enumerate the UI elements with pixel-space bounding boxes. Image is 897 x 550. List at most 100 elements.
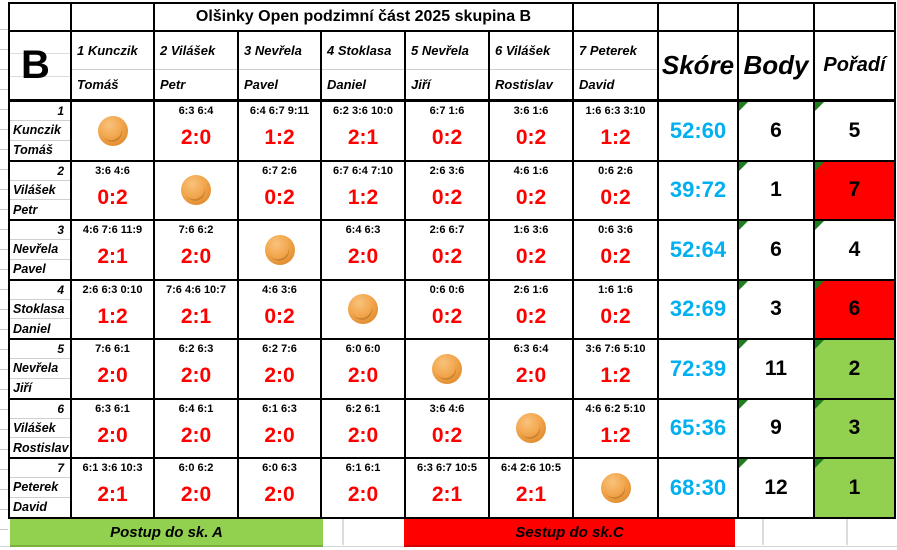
rank-cell[interactable]: 4 <box>815 221 896 281</box>
self-match-cell[interactable] <box>322 280 406 340</box>
match-cell[interactable]: 0:6 3:6 0:2 <box>574 221 659 281</box>
match-cell[interactable]: 6:2 3:6 10:0 2:1 <box>322 102 406 162</box>
match-cell[interactable]: 6:2 6:1 2:0 <box>322 399 406 459</box>
title-row-empty-cell[interactable] <box>10 4 72 32</box>
column-header-player-5[interactable]: 5 Nevřela Jiří <box>406 32 490 102</box>
match-cell[interactable]: 7:6 6:1 2:0 <box>72 340 155 400</box>
title-row-empty-cell[interactable] <box>815 4 896 32</box>
points-cell[interactable]: 1 <box>739 161 815 221</box>
match-cell[interactable]: 6:3 6:1 2:0 <box>72 399 155 459</box>
match-cell[interactable]: 1:6 3:6 0:2 <box>490 221 574 281</box>
match-cell[interactable]: 6:3 6:4 2:0 <box>490 340 574 400</box>
rank-cell[interactable]: 2 <box>815 340 896 400</box>
match-cell[interactable]: 0:6 2:6 0:2 <box>574 161 659 221</box>
title-row-empty-cell[interactable] <box>739 4 815 32</box>
row-header-player-1[interactable]: 1 Kunczik Tomáš <box>10 102 72 162</box>
match-cell[interactable]: 6:3 6:4 2:0 <box>155 102 239 162</box>
match-cell[interactable]: 6:1 3:6 10:3 2:1 <box>72 459 155 519</box>
row-header-player-6[interactable]: 6 Vilášek Rostislav <box>10 399 72 459</box>
match-cell[interactable]: 6:1 6:1 2:0 <box>322 459 406 519</box>
self-match-cell[interactable] <box>72 102 155 162</box>
title-row-empty-cell[interactable] <box>72 4 155 32</box>
points-cell[interactable]: 12 <box>739 459 815 519</box>
match-cell[interactable]: 6:2 7:6 2:0 <box>239 340 322 400</box>
rank-cell[interactable]: 5 <box>815 102 896 162</box>
match-cell[interactable]: 7:6 6:2 2:0 <box>155 221 239 281</box>
row-header-player-7[interactable]: 7 Peterek David <box>10 459 72 519</box>
match-cell[interactable]: 6:2 6:3 2:0 <box>155 340 239 400</box>
column-header-rank[interactable]: Pořadí <box>815 32 896 102</box>
self-match-cell[interactable] <box>574 459 659 519</box>
score-cell[interactable]: 32:69 <box>659 280 739 340</box>
match-cell[interactable]: 6:1 6:3 2:0 <box>239 399 322 459</box>
column-header-score[interactable]: Skóre <box>659 32 739 102</box>
score-cell[interactable]: 39:72 <box>659 161 739 221</box>
match-cell[interactable]: 4:6 7:6 11:9 2:1 <box>72 221 155 281</box>
column-header-player-6[interactable]: 6 Vilášek Rostislav <box>490 32 574 102</box>
match-cell[interactable]: 6:0 6:2 2:0 <box>155 459 239 519</box>
column-header-player-1[interactable]: 1 Kunczik Tomáš <box>72 32 155 102</box>
rank-cell[interactable]: 3 <box>815 399 896 459</box>
points-cell[interactable]: 11 <box>739 340 815 400</box>
set-scores: 6:2 6:1 <box>345 402 381 415</box>
match-cell[interactable]: 6:4 2:6 10:5 2:1 <box>490 459 574 519</box>
match-cell[interactable]: 3:6 4:6 0:2 <box>72 161 155 221</box>
column-header-player-4[interactable]: 4 Stoklasa Daniel <box>322 32 406 102</box>
column-header-points[interactable]: Body <box>739 32 815 102</box>
score-cell[interactable]: 68:30 <box>659 459 739 519</box>
points-cell[interactable]: 3 <box>739 280 815 340</box>
match-cell[interactable]: 6:4 6:7 9:11 1:2 <box>239 102 322 162</box>
match-cell[interactable]: 6:7 2:6 0:2 <box>239 161 322 221</box>
self-match-cell[interactable] <box>239 221 322 281</box>
row-header-player-2[interactable]: 2 Vilášek Petr <box>10 161 72 221</box>
match-cell[interactable]: 4:6 3:6 0:2 <box>239 280 322 340</box>
match-cell[interactable]: 2:6 6:7 0:2 <box>406 221 490 281</box>
rank-cell[interactable]: 1 <box>815 459 896 519</box>
column-header-player-7[interactable]: 7 Peterek David <box>574 32 659 102</box>
self-match-cell[interactable] <box>155 161 239 221</box>
match-cell[interactable]: 2:6 6:3 0:10 1:2 <box>72 280 155 340</box>
match-cell[interactable]: 2:6 3:6 0:2 <box>406 161 490 221</box>
title-row-empty-cell[interactable] <box>659 4 739 32</box>
match-cell[interactable]: 7:6 4:6 10:7 2:1 <box>155 280 239 340</box>
rank-cell[interactable]: 6 <box>815 280 896 340</box>
title-row-empty-cell[interactable] <box>574 4 659 32</box>
match-cell[interactable]: 4:6 6:2 5:10 1:2 <box>574 399 659 459</box>
match-cell[interactable]: 3:6 4:6 0:2 <box>406 399 490 459</box>
score-cell[interactable]: 65:36 <box>659 399 739 459</box>
row-header-player-4[interactable]: 4 Stoklasa Daniel <box>10 280 72 340</box>
match-cell[interactable]: 6:3 6:7 10:5 2:1 <box>406 459 490 519</box>
self-match-cell[interactable] <box>490 399 574 459</box>
self-match-cell[interactable] <box>406 340 490 400</box>
match-cell[interactable]: 6:0 6:3 2:0 <box>239 459 322 519</box>
match-cell[interactable]: 4:6 1:6 0:2 <box>490 161 574 221</box>
promotion-banner[interactable]: Postup do sk. A <box>10 519 323 547</box>
score-cell[interactable]: 52:60 <box>659 102 739 162</box>
score-cell[interactable]: 52:64 <box>659 221 739 281</box>
row-header-player-3[interactable]: 3 Nevřela Pavel <box>10 221 72 281</box>
match-cell[interactable]: 1:6 6:3 3:10 1:2 <box>574 102 659 162</box>
match-cell[interactable]: 3:6 1:6 0:2 <box>490 102 574 162</box>
points-cell[interactable]: 6 <box>739 221 815 281</box>
rank-cell[interactable]: 7 <box>815 161 896 221</box>
points-cell[interactable]: 6 <box>739 102 815 162</box>
relegation-banner[interactable]: Sestup do sk.C <box>404 519 735 547</box>
match-cell[interactable]: 1:6 1:6 0:2 <box>574 280 659 340</box>
match-cell[interactable]: 6:0 6:0 2:0 <box>322 340 406 400</box>
row-header-player-5[interactable]: 5 Nevřela Jiří <box>10 340 72 400</box>
match-cell[interactable]: 6:7 6:4 7:10 1:2 <box>322 161 406 221</box>
match-result: 2:0 <box>180 364 212 388</box>
match-cell[interactable]: 6:4 6:1 2:0 <box>155 399 239 459</box>
match-cell[interactable]: 2:6 1:6 0:2 <box>490 280 574 340</box>
match-cell[interactable]: 6:7 1:6 0:2 <box>406 102 490 162</box>
set-scores: 1:6 3:6 <box>513 224 549 236</box>
points-cell[interactable]: 9 <box>739 399 815 459</box>
match-cell[interactable]: 0:6 0:6 0:2 <box>406 280 490 340</box>
column-header-player-2[interactable]: 2 Vilášek Petr <box>155 32 239 102</box>
score-cell[interactable]: 72:39 <box>659 340 739 400</box>
match-cell[interactable]: 6:4 6:3 2:0 <box>322 221 406 281</box>
group-label-cell[interactable]: B <box>10 32 72 102</box>
tennis-ball-icon <box>97 115 128 146</box>
column-header-player-3[interactable]: 3 Nevřela Pavel <box>239 32 322 102</box>
match-cell[interactable]: 3:6 7:6 5:10 1:2 <box>574 340 659 400</box>
